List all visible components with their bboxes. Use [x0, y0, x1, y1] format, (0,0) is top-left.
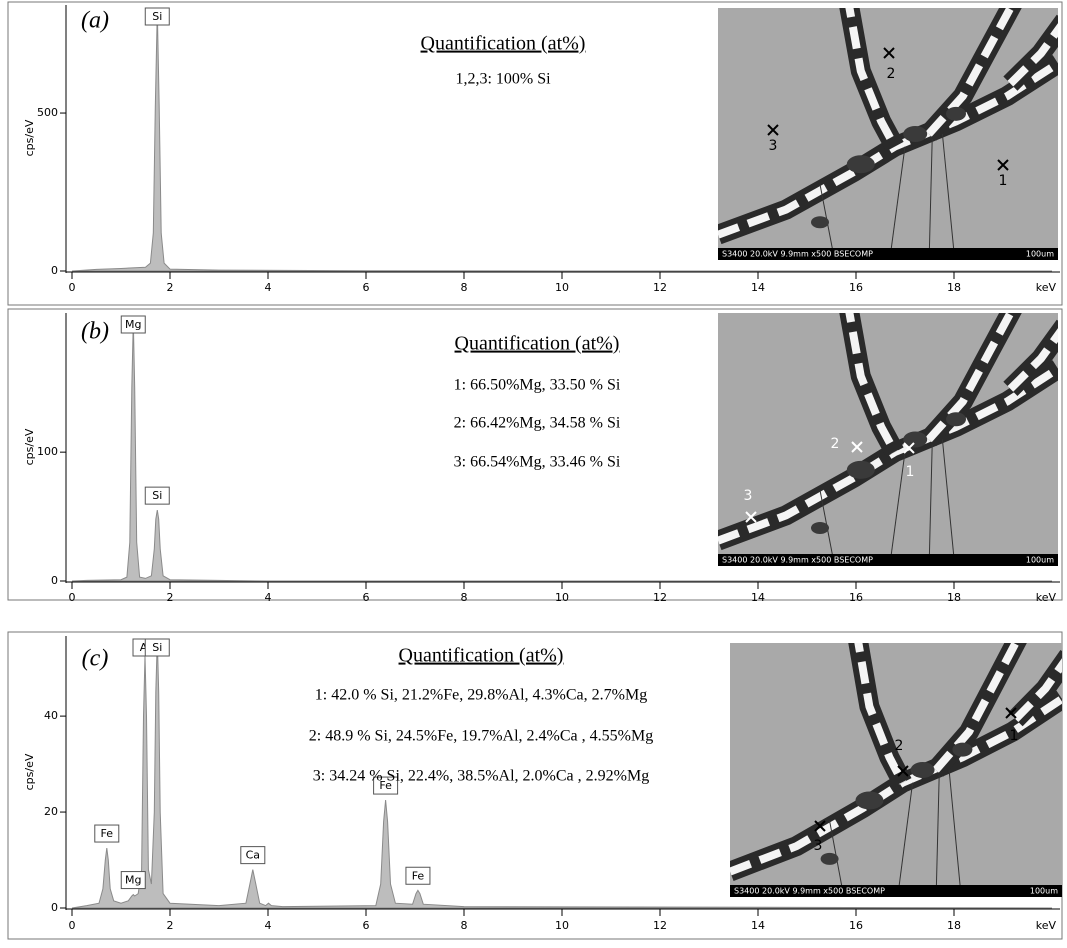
x-tick-label: 18 [947, 919, 961, 932]
x-tick-label: 4 [265, 281, 272, 294]
x-tick-label: 14 [751, 281, 765, 294]
x-tick-label: 18 [947, 591, 961, 604]
peak-label: Mg [125, 874, 141, 887]
x-tick-label: 16 [849, 281, 863, 294]
grain [952, 743, 972, 757]
x-tick-label: 2 [167, 591, 174, 604]
grain [821, 853, 839, 865]
quant-line: 3: 34.24 % Si, 22.4%, 38.5%Al, 2.0%Ca , … [313, 768, 649, 785]
y-axis-label: cps/eV [23, 119, 36, 156]
x-tick-label: 8 [461, 591, 468, 604]
inset-scale: 100um [1030, 887, 1058, 896]
y-tick-label: 40 [44, 709, 58, 722]
x-tick-label: 4 [265, 919, 272, 932]
sem-image [718, 0, 1065, 273]
x-tick-label: 2 [167, 281, 174, 294]
point-label: 3 [769, 138, 778, 154]
x-tick-label: 8 [461, 919, 468, 932]
grain [847, 461, 875, 479]
grain [811, 522, 829, 534]
peak-label: Fe [412, 869, 425, 882]
x-tick-label: 4 [265, 591, 272, 604]
peak-label: Ca [246, 849, 260, 862]
sem-image [718, 300, 1065, 578]
x-tick-label: 0 [69, 591, 76, 604]
grain [911, 762, 935, 778]
quant-title: Quantification (at%) [399, 645, 564, 667]
grain [811, 216, 829, 228]
y-tick-label: 500 [37, 106, 58, 119]
x-tick-label: 16 [849, 591, 863, 604]
peak-label: Mg [125, 318, 141, 331]
x-tick-label: 14 [751, 919, 765, 932]
x-tick-label: 0 [69, 919, 76, 932]
x-unit: keV [1036, 281, 1057, 294]
x-unit: keV [1036, 591, 1057, 604]
panel-label: (a) [81, 8, 109, 34]
y-tick-label: 20 [44, 805, 58, 818]
peak-label: Si [152, 641, 162, 654]
point-label: 1 [906, 464, 915, 480]
grain [946, 412, 966, 426]
quant-line: 2: 66.42%Mg, 34.58 % Si [454, 415, 621, 432]
x-tick-label: 10 [555, 919, 569, 932]
point-label: 2 [895, 738, 904, 754]
quant-title: Quantification (at%) [421, 33, 586, 55]
inset-caption: S3400 20.0kV 9.9mm x500 BSECOMP [722, 250, 873, 259]
quant-line: 1,2,3: 100% Si [455, 71, 551, 88]
point-label: 1 [1010, 728, 1019, 744]
x-tick-label: 8 [461, 281, 468, 294]
quant-line: 1: 66.50%Mg, 33.50 % Si [454, 377, 621, 394]
x-tick-label: 0 [69, 281, 76, 294]
grain [903, 126, 927, 142]
x-tick-label: 16 [849, 919, 863, 932]
quant-title: Quantification (at%) [455, 333, 620, 355]
y-axis-label: cps/eV [23, 753, 36, 790]
x-tick-label: 2 [167, 919, 174, 932]
panel-label: (b) [81, 319, 109, 345]
panel-label: (c) [82, 646, 109, 672]
x-tick-label: 6 [363, 919, 370, 932]
x-tick-label: 12 [653, 919, 667, 932]
y-axis-label: cps/eV [23, 428, 36, 465]
grain [847, 155, 875, 173]
inset-scale: 100um [1026, 250, 1054, 259]
x-tick-label: 6 [363, 591, 370, 604]
point-label: 1 [999, 173, 1008, 189]
inset-caption: S3400 20.0kV 9.9mm x500 BSECOMP [722, 556, 873, 565]
point-label: 3 [744, 488, 753, 504]
inset-caption: S3400 20.0kV 9.9mm x500 BSECOMP [734, 887, 885, 896]
point-label: 2 [887, 66, 896, 82]
y-tick-label: 0 [51, 901, 58, 914]
grain [946, 107, 966, 121]
y-tick-label: 0 [51, 264, 58, 277]
x-tick-label: 12 [653, 591, 667, 604]
peak-label: Si [152, 489, 162, 502]
peak-label: Si [152, 10, 162, 23]
point-label: 2 [831, 436, 840, 452]
x-tick-label: 18 [947, 281, 961, 294]
sem-image [730, 630, 1067, 909]
inset-scale: 100um [1026, 556, 1054, 565]
y-tick-label: 0 [51, 574, 58, 587]
quant-line: 1: 42.0 % Si, 21.2%Fe, 29.8%Al, 4.3%Ca, … [315, 687, 647, 704]
quant-line: 2: 48.9 % Si, 24.5%Fe, 19.7%Al, 2.4%Ca ,… [309, 728, 653, 745]
x-tick-label: 10 [555, 591, 569, 604]
x-tick-label: 10 [555, 281, 569, 294]
quant-line: 3: 66.54%Mg, 33.46 % Si [454, 454, 621, 471]
y-tick-label: 100 [37, 445, 58, 458]
figure: 024681012141618keV0500cps/eVSi(a)Quantif… [0, 0, 1067, 944]
peak-label: Fe [101, 827, 114, 840]
grain [855, 791, 883, 809]
x-tick-label: 14 [751, 591, 765, 604]
x-tick-label: 12 [653, 281, 667, 294]
point-label: 3 [814, 838, 823, 854]
x-unit: keV [1036, 919, 1057, 932]
x-tick-label: 6 [363, 281, 370, 294]
